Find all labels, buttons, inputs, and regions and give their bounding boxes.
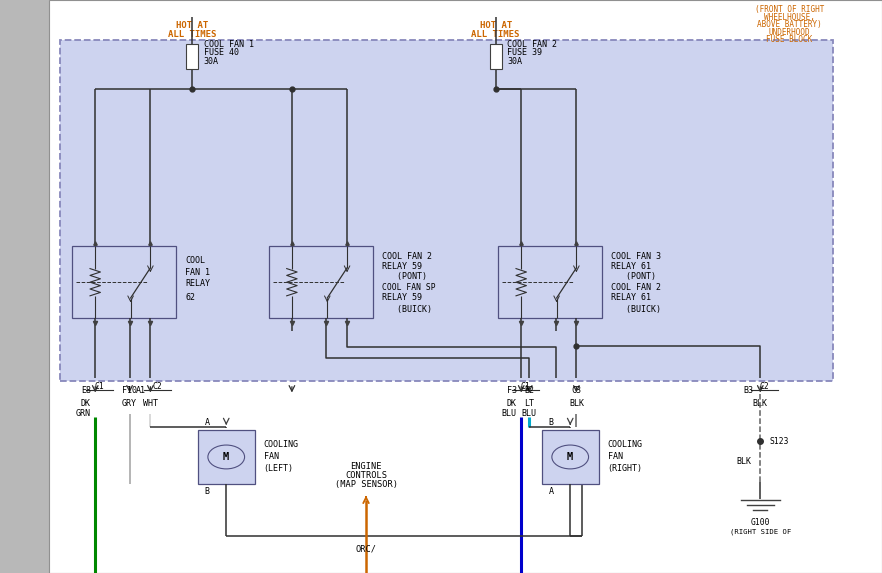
Bar <box>498 246 602 318</box>
Text: FAN: FAN <box>264 453 279 461</box>
Text: C1: C1 <box>520 382 530 391</box>
Text: WHEELHOUSE,: WHEELHOUSE, <box>764 13 815 22</box>
Text: B: B <box>205 486 210 496</box>
Text: COOLING: COOLING <box>264 441 299 449</box>
Text: F10: F10 <box>122 386 137 395</box>
Text: S123: S123 <box>769 437 789 446</box>
Text: FAN 1: FAN 1 <box>185 268 210 277</box>
Text: BLK: BLK <box>569 399 584 409</box>
Text: COOL FAN 2: COOL FAN 2 <box>382 252 432 261</box>
Text: COOL FAN 2: COOL FAN 2 <box>611 284 662 292</box>
Text: HOT AT: HOT AT <box>176 21 208 30</box>
Circle shape <box>552 445 588 469</box>
Text: WHT: WHT <box>143 399 158 409</box>
Text: (RIGHT): (RIGHT) <box>608 465 643 473</box>
Text: C2: C2 <box>153 382 162 391</box>
Text: (PONT): (PONT) <box>382 272 427 281</box>
Text: COOL FAN 3: COOL FAN 3 <box>611 252 662 261</box>
Text: GRY: GRY <box>122 399 137 409</box>
Text: RELAY 59: RELAY 59 <box>382 293 422 303</box>
Text: 30A: 30A <box>507 57 522 66</box>
Text: DK: DK <box>507 399 517 409</box>
Circle shape <box>208 445 244 469</box>
Bar <box>542 430 599 484</box>
Text: CONTROLS: CONTROLS <box>345 471 387 480</box>
Text: RELAY 59: RELAY 59 <box>382 262 422 271</box>
Text: M: M <box>567 452 573 462</box>
Text: A: A <box>205 418 210 427</box>
Bar <box>72 246 176 318</box>
Text: ALL TIMES: ALL TIMES <box>168 30 216 39</box>
Text: COOL FAN 1: COOL FAN 1 <box>204 40 254 49</box>
Text: HOT AT: HOT AT <box>480 21 512 30</box>
Text: ORC/: ORC/ <box>355 544 377 554</box>
Text: E8: E8 <box>81 386 91 395</box>
Text: 62: 62 <box>185 293 195 303</box>
Text: 30A: 30A <box>204 57 219 66</box>
Text: B: B <box>549 418 554 427</box>
Text: C3: C3 <box>572 386 581 395</box>
Text: RELAY 61: RELAY 61 <box>611 262 651 271</box>
Text: FUSE BLOCK: FUSE BLOCK <box>766 35 812 44</box>
Text: C2: C2 <box>759 382 770 391</box>
Text: M: M <box>223 452 229 462</box>
Bar <box>269 246 373 318</box>
Text: RELAY 61: RELAY 61 <box>611 293 651 303</box>
Text: F3: F3 <box>507 386 517 395</box>
Text: COOL FAN SP: COOL FAN SP <box>382 284 436 292</box>
Text: UNDERHOOD: UNDERHOOD <box>768 28 811 37</box>
Text: (BUICK): (BUICK) <box>611 305 662 314</box>
Text: BLU: BLU <box>502 409 517 418</box>
Text: COOLING: COOLING <box>608 441 643 449</box>
Bar <box>186 44 198 69</box>
Text: (PONT): (PONT) <box>611 272 656 281</box>
Text: COOL FAN 2: COOL FAN 2 <box>507 40 557 49</box>
Text: A: A <box>549 486 554 496</box>
Text: B3: B3 <box>744 386 753 395</box>
Text: B2: B2 <box>524 386 534 395</box>
Text: BLK: BLK <box>752 399 768 409</box>
Text: ABOVE BATTERY): ABOVE BATTERY) <box>757 20 822 29</box>
Text: COOL: COOL <box>185 256 206 265</box>
Text: (FRONT OF RIGHT: (FRONT OF RIGHT <box>755 5 824 14</box>
Text: (RIGHT SIDE OF: (RIGHT SIDE OF <box>729 528 791 535</box>
Bar <box>198 430 255 484</box>
Text: A1: A1 <box>136 386 146 395</box>
Text: (BUICK): (BUICK) <box>382 305 432 314</box>
Text: FAN: FAN <box>608 453 623 461</box>
Bar <box>490 44 502 69</box>
Text: (LEFT): (LEFT) <box>264 465 294 473</box>
Text: ENGINE: ENGINE <box>350 462 382 472</box>
Text: ALL TIMES: ALL TIMES <box>472 30 519 39</box>
Text: RELAY: RELAY <box>185 279 210 288</box>
Text: (MAP SENSOR): (MAP SENSOR) <box>334 480 398 489</box>
Text: GRN: GRN <box>76 409 91 418</box>
Text: LT: LT <box>524 399 534 409</box>
Text: G100: G100 <box>751 518 770 527</box>
Bar <box>60 40 833 381</box>
Bar <box>0 0 49 573</box>
Text: C1: C1 <box>94 382 104 391</box>
Text: FUSE 39: FUSE 39 <box>507 48 542 57</box>
Text: DK: DK <box>81 399 91 409</box>
Text: BLK: BLK <box>736 457 751 466</box>
Text: FUSE 40: FUSE 40 <box>204 48 239 57</box>
Text: BLU: BLU <box>521 409 537 418</box>
